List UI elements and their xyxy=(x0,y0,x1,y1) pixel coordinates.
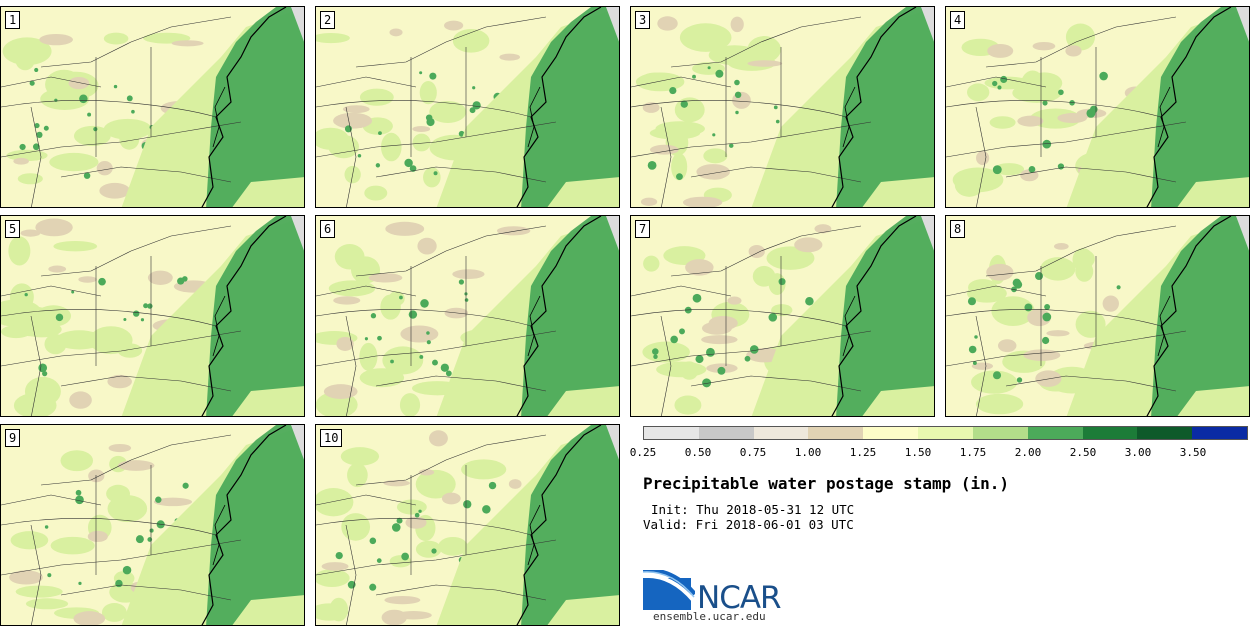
colorbar-tick-label: 2.00 xyxy=(1014,446,1042,459)
ensemble-member-panel: 5 xyxy=(0,215,305,417)
panel-number: 10 xyxy=(320,429,343,447)
colorbar-swatch xyxy=(1192,427,1247,439)
panel-number: 6 xyxy=(320,220,336,238)
colorbar-tick-label: 0.25 xyxy=(629,446,657,459)
panel-number: 8 xyxy=(950,220,966,238)
ncar-logo-icon xyxy=(643,570,695,610)
panel-number: 3 xyxy=(635,11,651,29)
ensemble-member-panel: 6 xyxy=(315,215,620,417)
colorbar-tick-label: 3.00 xyxy=(1124,446,1152,459)
ensemble-member-panel: 3 xyxy=(630,6,935,208)
init-time: Init: Thu 2018-05-31 12 UTC xyxy=(651,502,855,517)
colorbar-labels: 0.25 0.50 0.75 1.00 1.25 1.50 1.75 2.00 2.50 3.00… xyxy=(630,446,1248,460)
panel-number: 1 xyxy=(5,11,21,29)
colorbar-swatch xyxy=(863,427,919,439)
colorbar-swatch xyxy=(644,427,699,439)
colorbar-swatch xyxy=(1082,427,1138,439)
colorbar-tick-label: 0.75 xyxy=(739,446,767,459)
colorbar-swatch xyxy=(1027,427,1083,439)
colorbar-tick-label: 1.75 xyxy=(959,446,987,459)
colorbar-swatch xyxy=(918,427,973,439)
ensemble-member-panel: 2 xyxy=(315,6,620,208)
ensemble-member-panel: 9 xyxy=(0,424,305,626)
ensemble-member-panel: 8 xyxy=(945,215,1250,417)
panel-number: 2 xyxy=(320,11,336,29)
colorbar-swatch xyxy=(698,427,754,439)
colorbar-tick-label: 2.50 xyxy=(1069,446,1097,459)
panel-number: 5 xyxy=(5,220,21,238)
colorbar-tick-label: 0.50 xyxy=(684,446,712,459)
colorbar-swatch xyxy=(972,427,1028,439)
colorbar-swatch xyxy=(808,427,864,439)
website-url: ensemble.ucar.edu xyxy=(653,610,766,623)
ensemble-member-panel: 7 xyxy=(630,215,935,417)
colorbar-tick-label: 1.00 xyxy=(794,446,822,459)
panel-number: 4 xyxy=(950,11,966,29)
valid-time: Valid: Fri 2018-06-01 03 UTC xyxy=(643,517,854,532)
colorbar-swatch xyxy=(1137,427,1193,439)
colorbar-tick-label: 1.50 xyxy=(904,446,932,459)
ensemble-member-panel: 10 xyxy=(315,424,620,626)
ensemble-member-panel: 1 xyxy=(0,6,305,208)
colorbar xyxy=(643,426,1248,440)
chart-title: Precipitable water postage stamp (in.) xyxy=(643,474,1010,493)
panel-number: 9 xyxy=(5,429,21,447)
colorbar-tick-label: 3.50 xyxy=(1179,446,1207,459)
ncar-logo-text: NCAR xyxy=(697,580,782,616)
panel-number: 7 xyxy=(635,220,651,238)
ensemble-member-panel: 4 xyxy=(945,6,1250,208)
colorbar-swatch xyxy=(753,427,809,439)
colorbar-tick-label: 1.25 xyxy=(849,446,877,459)
